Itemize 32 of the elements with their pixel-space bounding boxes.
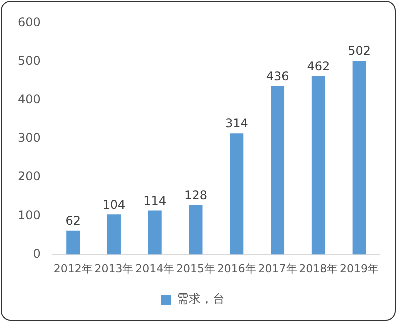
bar xyxy=(148,210,162,255)
x-tick-label: 2015年 xyxy=(176,262,216,276)
y-tick-label: 600 xyxy=(18,15,41,30)
bar xyxy=(352,61,366,255)
x-tick-label: 2016年 xyxy=(217,262,256,276)
x-tick-label: 2017年 xyxy=(258,262,298,276)
y-tick-label: 400 xyxy=(18,92,41,107)
y-tick-label: 0 xyxy=(33,246,41,261)
x-tick-label: 2012年 xyxy=(54,262,93,276)
bar xyxy=(312,76,326,255)
y-tick-label: 200 xyxy=(18,170,41,184)
y-tick-label: 100 xyxy=(18,208,41,222)
y-tick-label: 300 xyxy=(18,131,41,146)
x-tick-label: 2013年 xyxy=(94,262,134,276)
data-label: 502 xyxy=(348,44,372,58)
data-label: 314 xyxy=(225,116,248,131)
x-tick-label: 2018年 xyxy=(299,262,338,276)
data-label: 62 xyxy=(66,214,81,228)
legend-label: 需求，台 xyxy=(177,292,225,306)
x-tick-label: 2019年 xyxy=(340,262,380,276)
data-label: 462 xyxy=(307,60,330,74)
bar xyxy=(66,230,80,255)
data-label: 104 xyxy=(102,198,126,212)
bar xyxy=(107,214,121,255)
bar xyxy=(271,86,285,255)
x-tick-label: 2014年 xyxy=(136,262,175,276)
y-tick-label: 500 xyxy=(18,54,41,68)
bar xyxy=(230,134,244,255)
data-label: 114 xyxy=(144,194,167,208)
data-label: 436 xyxy=(266,70,290,84)
bar xyxy=(189,205,203,255)
data-label: 128 xyxy=(184,188,208,203)
